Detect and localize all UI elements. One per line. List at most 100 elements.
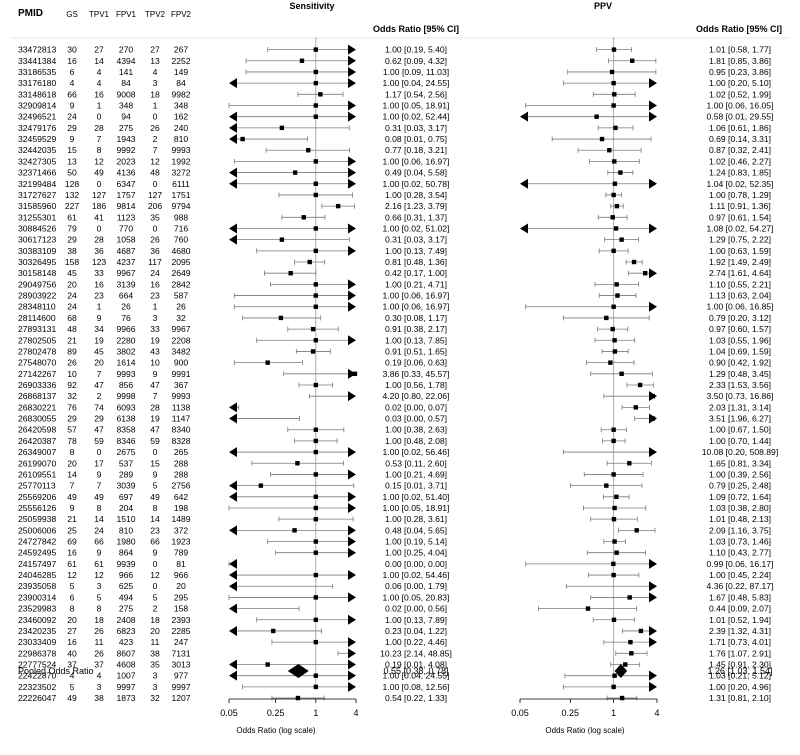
sens-ci-arrow-right bbox=[348, 279, 356, 290]
tpv2-cell: 19 bbox=[150, 414, 160, 424]
fpv1-cell: 856 bbox=[119, 380, 134, 390]
fpv2-cell: 9997 bbox=[171, 682, 190, 692]
tpv1-cell: 49 bbox=[94, 168, 104, 178]
sens-or-text: 0.53 [0.11, 2.60] bbox=[385, 458, 446, 468]
tpv2-cell: 35 bbox=[150, 212, 160, 222]
pmid-cell: 23460092 bbox=[18, 615, 56, 625]
tpv2-cell: 20 bbox=[150, 626, 160, 636]
sens-point-estimate bbox=[313, 427, 319, 432]
sens-x-tick-label: 1 bbox=[313, 708, 318, 718]
sens-ci-arrow-right bbox=[348, 335, 356, 346]
sens-or-text: 3.86 [0.33, 45.57] bbox=[383, 369, 450, 379]
ppv-or-text: 1.02 [0.52, 1.99] bbox=[709, 89, 771, 99]
ppv-or-text: 1.00 [0.20, 5.10] bbox=[709, 78, 771, 88]
fpv1-cell: 4608 bbox=[116, 660, 135, 670]
sens-or-text: 0.48 [0.04, 5.65] bbox=[385, 525, 447, 535]
ppv-or-text: 1.08 [0.02, 54.27] bbox=[707, 223, 774, 233]
sens-ci-arrow-right bbox=[348, 290, 356, 301]
tpv1-cell: 4 bbox=[97, 67, 102, 77]
ppv-point-estimate bbox=[614, 550, 619, 555]
ppv-ci-arrow-right bbox=[649, 447, 657, 458]
tpv2-cell: 2 bbox=[153, 604, 158, 614]
sens-point-estimate bbox=[313, 80, 319, 86]
gs-cell: 61 bbox=[67, 559, 77, 569]
sens-point-estimate bbox=[313, 438, 319, 444]
fpv2-cell: 4680 bbox=[171, 246, 190, 256]
sens-or-text: 0.77 [0.18, 3.21] bbox=[385, 145, 447, 155]
gs-cell: 27 bbox=[67, 626, 77, 636]
sens-point-estimate bbox=[306, 148, 311, 153]
sens-or-text: 2.16 [1.23, 3.79] bbox=[385, 201, 447, 211]
sens-ci-arrow-right bbox=[348, 491, 356, 502]
tpv2-cell: 32 bbox=[150, 693, 160, 703]
sens-or-text: 1.00 [0.22, 4.46] bbox=[385, 637, 447, 647]
ppv-or-text: 10.08 [0.20, 508.89] bbox=[702, 447, 778, 457]
pmid-cell: 30383109 bbox=[18, 246, 56, 256]
ppv-point-estimate bbox=[630, 58, 635, 63]
sens-ci-arrow-right bbox=[348, 536, 356, 547]
ppv-or-text: 2.03 [1.31, 3.14] bbox=[709, 402, 771, 412]
pmid-cell: 30617123 bbox=[18, 235, 56, 245]
tpv1-cell: 28 bbox=[94, 123, 104, 133]
fpv2-cell: 2208 bbox=[171, 335, 190, 345]
fpv2-cell: 2285 bbox=[171, 626, 190, 636]
fpv2-cell: 7131 bbox=[171, 648, 190, 658]
sens-point-estimate bbox=[258, 483, 264, 488]
tpv1-cell: 186 bbox=[92, 201, 107, 211]
sens-point-estimate bbox=[313, 449, 319, 455]
gs-cell: 24 bbox=[67, 302, 77, 312]
pmid-cell: 32909814 bbox=[18, 101, 56, 111]
fpv2-cell: 1751 bbox=[171, 190, 190, 200]
ppv-point-estimate bbox=[650, 393, 656, 399]
sens-ci-arrow-right bbox=[348, 637, 356, 648]
gs-cell: 24 bbox=[67, 112, 77, 122]
ppv-or-text: 1.00 [0.63, 1.59] bbox=[709, 246, 771, 256]
sens-or-text: 0.19 [0.06, 0.63] bbox=[385, 358, 447, 368]
pooled-row: Pooled Odds Ratio 0.55 [0.38, 0.78] 1.26… bbox=[18, 666, 773, 676]
sens-or-text: 0.81 [0.48, 1.36] bbox=[385, 257, 447, 267]
fpv1-cell: 9814 bbox=[116, 201, 135, 211]
gs-cell: 38 bbox=[67, 246, 77, 256]
header-fpv1: FPV1 bbox=[116, 10, 137, 19]
tpv1-cell: 0 bbox=[97, 223, 102, 233]
tpv1-cell: 1 bbox=[97, 101, 102, 111]
sens-ci-arrow-right bbox=[348, 167, 356, 178]
sensitivity-or-header: Odds Ratio [95% CI] bbox=[373, 24, 459, 34]
fpv2-cell: 367 bbox=[174, 380, 189, 390]
tpv1-cell: 33 bbox=[94, 268, 104, 278]
sens-or-text: 0.02 [0.00, 0.56] bbox=[385, 604, 447, 614]
fpv1-cell: 1873 bbox=[116, 693, 135, 703]
sens-ci-arrow-right bbox=[348, 44, 356, 55]
sens-ci-arrow-left bbox=[229, 134, 237, 145]
fpv2-cell: 295 bbox=[174, 592, 189, 602]
sens-ci-arrow-left bbox=[229, 413, 237, 424]
pmid-cell: 31255301 bbox=[18, 212, 56, 222]
pmid-cell: 33441384 bbox=[18, 56, 56, 66]
pmid-cell: 26349007 bbox=[18, 447, 56, 457]
sens-point-estimate bbox=[313, 293, 319, 298]
sens-ci-arrow-right bbox=[348, 66, 356, 77]
pmid-cell: 27802505 bbox=[18, 335, 56, 345]
ppv-or-text: 0.97 [0.60, 1.57] bbox=[709, 324, 771, 334]
fpv2-cell: 9794 bbox=[171, 201, 190, 211]
pmid-cell: 27893131 bbox=[18, 324, 56, 334]
ppv-point-estimate bbox=[611, 427, 616, 432]
ppv-point-estimate bbox=[628, 639, 633, 645]
fpv1-cell: 1980 bbox=[116, 537, 135, 547]
gs-cell: 24 bbox=[67, 291, 77, 301]
sens-or-text: 1.00 [0.02, 51.02] bbox=[383, 223, 450, 233]
ppv-or-text: 3.50 [0.73, 16.86] bbox=[707, 391, 774, 401]
fpv2-cell: 84 bbox=[176, 78, 186, 88]
ppv-or-text: 1.45 [0.91, 2.30] bbox=[709, 660, 771, 670]
fpv2-cell: 1992 bbox=[171, 156, 190, 166]
tpv1-cell: 9 bbox=[97, 548, 102, 558]
tpv1-cell: 7 bbox=[97, 481, 102, 491]
sens-or-text: 1.00 [0.21, 4.69] bbox=[385, 469, 447, 479]
ppv-ci-arrow-right bbox=[649, 637, 657, 648]
gs-cell: 68 bbox=[67, 313, 77, 323]
fpv1-cell: 348 bbox=[119, 101, 134, 111]
sens-point-estimate bbox=[310, 326, 316, 332]
tpv1-cell: 12 bbox=[94, 156, 104, 166]
fpv1-cell: 9997 bbox=[116, 682, 135, 692]
sens-or-text: 1.17 [0.54, 2.56] bbox=[385, 89, 447, 99]
